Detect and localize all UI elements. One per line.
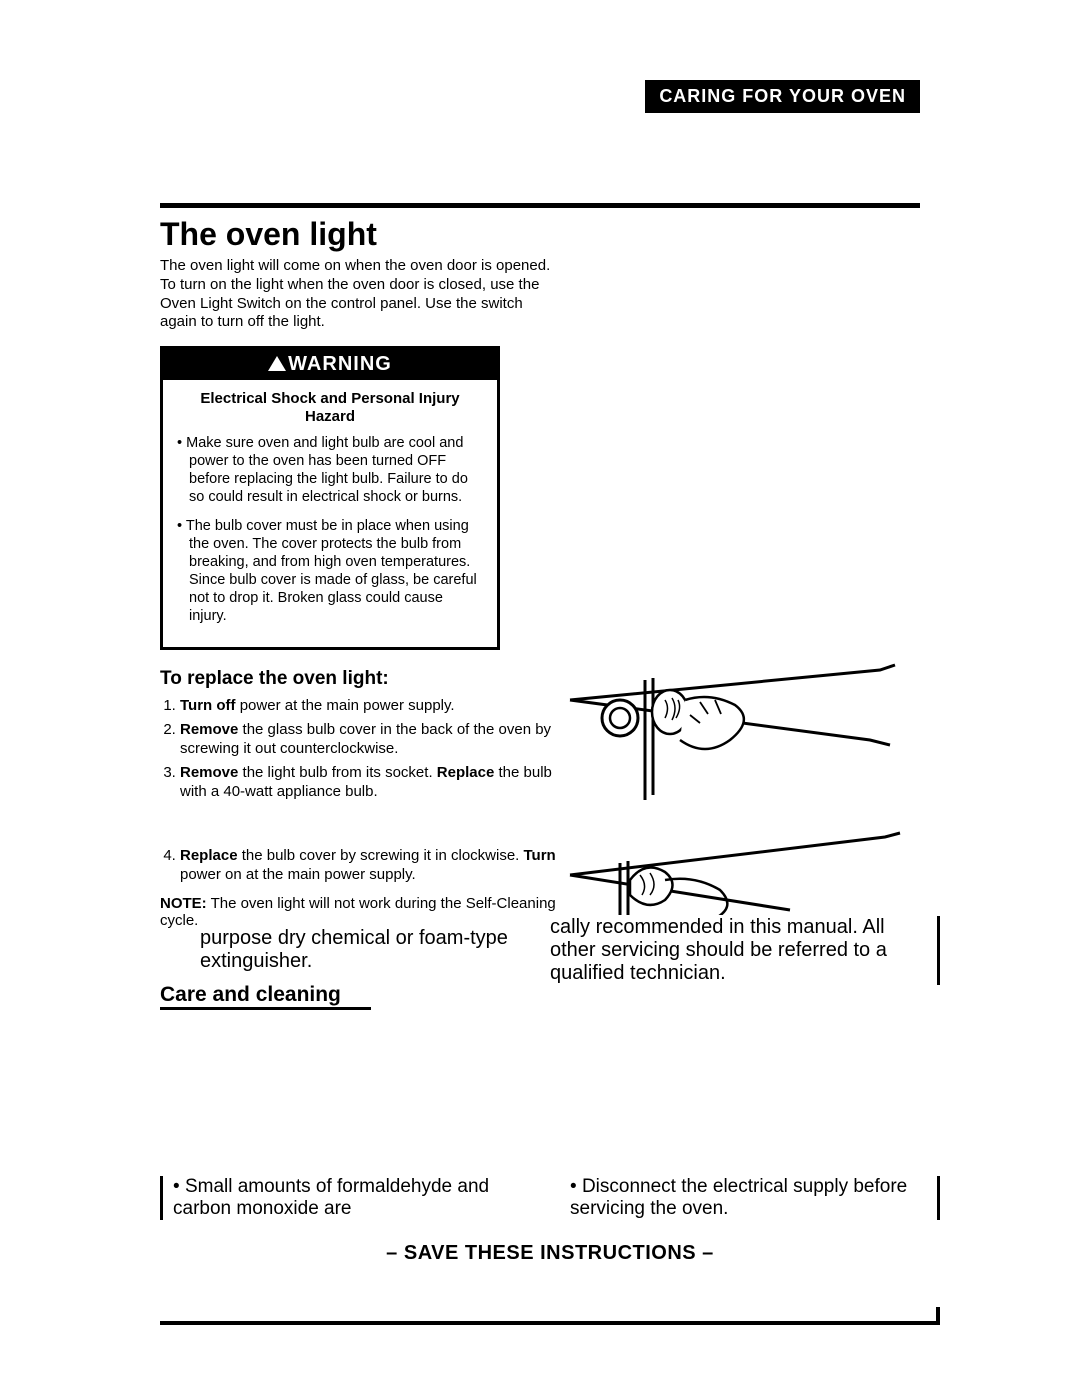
warning-subhead: Electrical Shock and Personal Injury Haz… — [177, 390, 483, 426]
step-bold: Replace — [437, 764, 495, 781]
note-label: NOTE: — [160, 895, 207, 912]
note-text: The oven light will not work during the … — [160, 895, 556, 929]
intro-paragraph: The oven light will come on when the ove… — [160, 257, 560, 332]
warning-label: WARNING — [288, 353, 392, 375]
bottom-left-fragment: • Small amounts of formalde­hyde and car… — [160, 1176, 530, 1220]
horizontal-rule — [160, 203, 920, 208]
step-text: power on at the main power supply. — [180, 866, 416, 883]
bottom-right-text: Disconnect the electrical supply before … — [570, 1176, 907, 1219]
step-4: Replace the bulb cover by screwing it in… — [180, 846, 560, 885]
section-header-bar: CARING FOR YOUR OVEN — [645, 80, 920, 113]
right-column: cally recommended in this manual. All ot… — [550, 640, 940, 985]
step-text: power at the main power supply. — [236, 697, 455, 714]
page-title: The oven light — [160, 216, 920, 253]
warning-item: Make sure oven and light bulb are cool a… — [177, 434, 483, 507]
bottom-left-text: Small amounts of formalde­hyde and carbo… — [173, 1176, 489, 1219]
step-text: the light bulb from its socket. — [238, 764, 436, 781]
step-bold: Replace — [180, 847, 238, 864]
step-bold: Turn off — [180, 697, 236, 714]
warning-triangle-icon — [268, 356, 286, 371]
step-2: Remove the glass bulb cover in the back … — [180, 720, 560, 759]
step-1: Turn off power at the main power supply. — [180, 696, 560, 716]
bottom-rule — [160, 1321, 940, 1325]
step-3: Remove the light bulb from its socket. R… — [180, 763, 560, 802]
note: NOTE: The oven light will not work durin… — [160, 895, 560, 929]
fragment-extinguisher: purpose dry chemical or foam-type exting… — [200, 927, 560, 973]
fragment-servicing: cally recommended in this manual. All ot… — [550, 916, 940, 985]
care-cleaning-heading: Care and cleaning — [160, 983, 371, 1010]
bottom-area: • Small amounts of formalde­hyde and car… — [160, 1176, 940, 1265]
bulb-remove-illustration — [550, 640, 910, 800]
step-bold: Remove — [180, 764, 238, 781]
warning-item: The bulb cover must be in place when usi… — [177, 517, 483, 626]
warning-list: Make sure oven and light bulb are cool a… — [163, 434, 497, 647]
warning-header: WARNING — [163, 349, 497, 380]
step-text: the bulb cover by screwing it in clockwi… — [238, 847, 524, 864]
step-bold: Remove — [180, 721, 238, 738]
warning-box: WARNING Electrical Shock and Personal In… — [160, 346, 500, 650]
bottom-right-fragment: • Disconnect the electrical supply befor… — [570, 1176, 940, 1220]
save-instructions: – SAVE THESE INSTRUCTIONS – — [160, 1242, 940, 1265]
bulb-cover-illustration — [550, 825, 910, 915]
replace-steps: Turn off power at the main power supply.… — [160, 696, 560, 885]
